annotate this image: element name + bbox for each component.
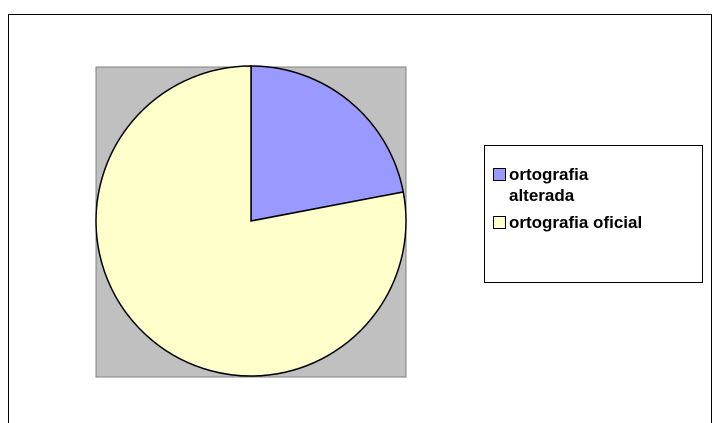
legend-swatch [493,216,506,229]
legend-label: ortografia alterada [509,165,589,205]
legend-item: ortografia oficial [493,212,698,233]
legend: ortografia alterada ortografia oficial [484,145,703,283]
pie-slice [250,65,405,222]
legend-swatch [493,168,506,181]
pie-slice [95,65,407,377]
legend-item: ortografia alterada [493,164,698,206]
legend-label: ortografia oficial [509,213,643,232]
pie [95,65,407,377]
